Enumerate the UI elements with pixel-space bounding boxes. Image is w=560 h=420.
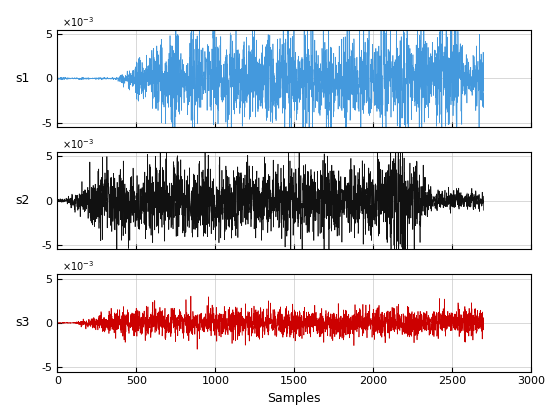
Y-axis label: s2: s2 <box>15 194 29 207</box>
X-axis label: Samples: Samples <box>268 392 321 405</box>
Text: $\times10^{-3}$: $\times10^{-3}$ <box>62 260 95 273</box>
Text: $\times10^{-3}$: $\times10^{-3}$ <box>62 15 95 29</box>
Y-axis label: s1: s1 <box>15 72 29 85</box>
Text: $\times10^{-3}$: $\times10^{-3}$ <box>62 137 95 151</box>
Y-axis label: s3: s3 <box>15 316 29 329</box>
